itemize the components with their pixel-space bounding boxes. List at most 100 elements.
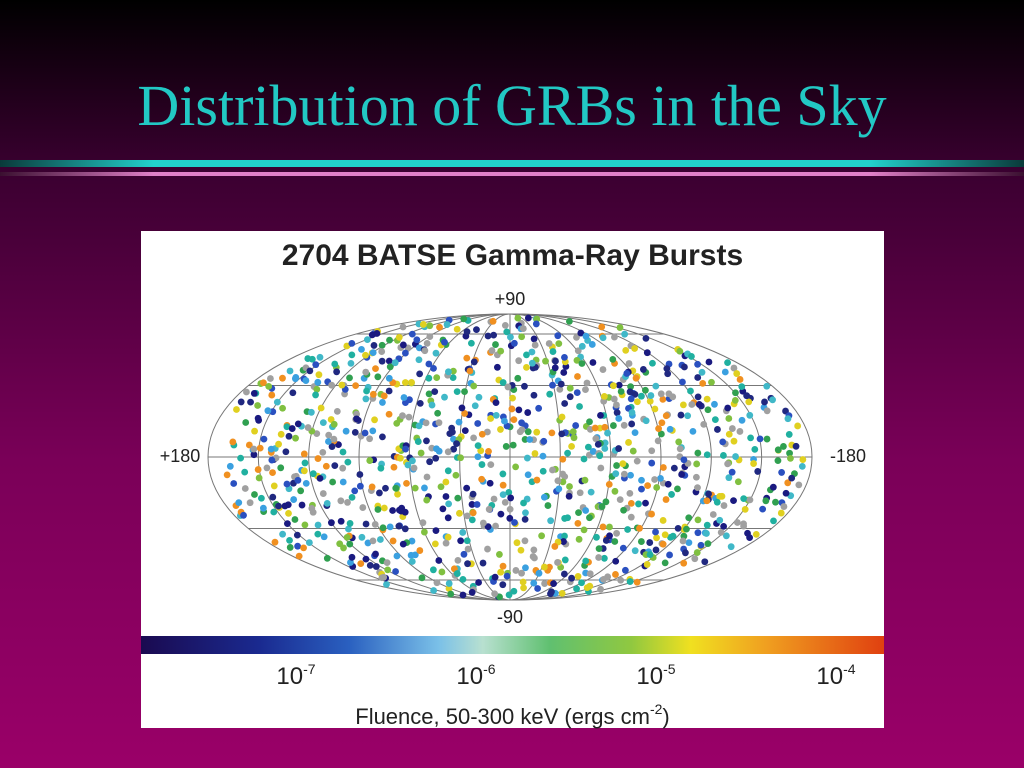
burst-dot [409, 457, 416, 465]
burst-dot [621, 566, 629, 574]
burst-dot [642, 417, 650, 425]
burst-dot [587, 488, 595, 496]
burst-dot [782, 489, 790, 497]
burst-dot [681, 363, 688, 371]
burst-dot [636, 524, 643, 532]
burst-dot [657, 475, 664, 482]
burst-dot [416, 399, 424, 407]
burst-dot [386, 363, 394, 371]
burst-dot [457, 537, 465, 545]
burst-dot [292, 374, 300, 381]
burst-dot [250, 451, 258, 459]
burst-dot [530, 335, 538, 343]
burst-dot [458, 404, 466, 412]
burst-dot [339, 464, 347, 472]
burst-dot [711, 400, 718, 408]
burst-dot [351, 487, 359, 495]
burst-dot [453, 440, 460, 448]
burst-dot [292, 434, 299, 442]
burst-dot [463, 537, 471, 545]
burst-dot [586, 514, 593, 522]
burst-dot [747, 434, 754, 442]
burst-dot [307, 408, 315, 416]
burst-dot [745, 398, 753, 406]
burst-dot [460, 550, 468, 558]
burst-dot [422, 419, 430, 427]
burst-dot [488, 347, 496, 354]
burst-dot [240, 511, 247, 519]
burst-dot [682, 549, 689, 557]
burst-dot [778, 469, 786, 476]
burst-dot [722, 532, 730, 540]
colorbar-tick: 10-5 [636, 661, 676, 690]
burst-dot [627, 383, 634, 391]
burst-dot [268, 391, 276, 399]
burst-dot [431, 388, 439, 395]
burst-dot [469, 509, 477, 517]
burst-dot [305, 539, 313, 546]
burst-dot [716, 516, 724, 524]
burst-dot [277, 430, 285, 438]
burst-dot [512, 567, 520, 574]
burst-dot [282, 448, 290, 456]
burst-dot [794, 422, 802, 430]
burst-dot [799, 456, 807, 463]
burst-dot [586, 570, 594, 578]
burst-dot [605, 480, 613, 488]
burst-dot [538, 532, 546, 540]
burst-dot [740, 520, 747, 528]
burst-dot [417, 449, 425, 457]
burst-dot [484, 332, 492, 340]
burst-dot [705, 358, 713, 366]
burst-dot [241, 485, 249, 492]
burst-dot [399, 412, 406, 420]
burst-dot [242, 419, 250, 426]
burst-dot [734, 478, 742, 486]
burst-dot [441, 393, 448, 401]
burst-dot [463, 328, 471, 336]
burst-dot [473, 326, 480, 334]
burst-dot [549, 348, 557, 355]
burst-dot [762, 497, 770, 505]
burst-dot [362, 395, 370, 403]
burst-dot [733, 370, 741, 377]
burst-dot [691, 555, 699, 563]
burst-dot [235, 499, 243, 507]
burst-dot [442, 493, 450, 500]
burst-dot [401, 379, 409, 386]
burst-dot [385, 357, 393, 365]
burst-dot [392, 568, 399, 575]
burst-dot [521, 537, 529, 545]
burst-dot [720, 452, 727, 459]
burst-dot [348, 340, 356, 347]
burst-dot [362, 368, 370, 376]
burst-dot [493, 363, 501, 371]
burst-dot [558, 430, 566, 438]
burst-dot [631, 345, 639, 352]
burst-dot [565, 492, 573, 500]
burst-dot [322, 462, 330, 470]
burst-dot [709, 511, 717, 518]
burst-dot [521, 382, 528, 390]
burst-dot [643, 561, 651, 568]
burst-dot [743, 392, 751, 400]
burst-dot [401, 349, 409, 357]
burst-dot [460, 315, 468, 323]
burst-dot [405, 413, 413, 421]
burst-dot [732, 389, 739, 397]
burst-dot [694, 516, 702, 524]
burst-dot [552, 357, 559, 365]
burst-dot [617, 576, 625, 584]
burst-dot [539, 467, 547, 475]
burst-dot [545, 340, 553, 347]
burst-dot [613, 401, 620, 409]
burst-dot [574, 347, 582, 355]
burst-dot [319, 490, 327, 497]
burst-dot [677, 411, 685, 419]
burst-dot [267, 375, 274, 382]
burst-dot [746, 411, 754, 419]
burst-dot [346, 540, 354, 548]
burst-dot [372, 563, 380, 570]
burst-dot [734, 519, 741, 526]
burst-dot [372, 365, 379, 373]
